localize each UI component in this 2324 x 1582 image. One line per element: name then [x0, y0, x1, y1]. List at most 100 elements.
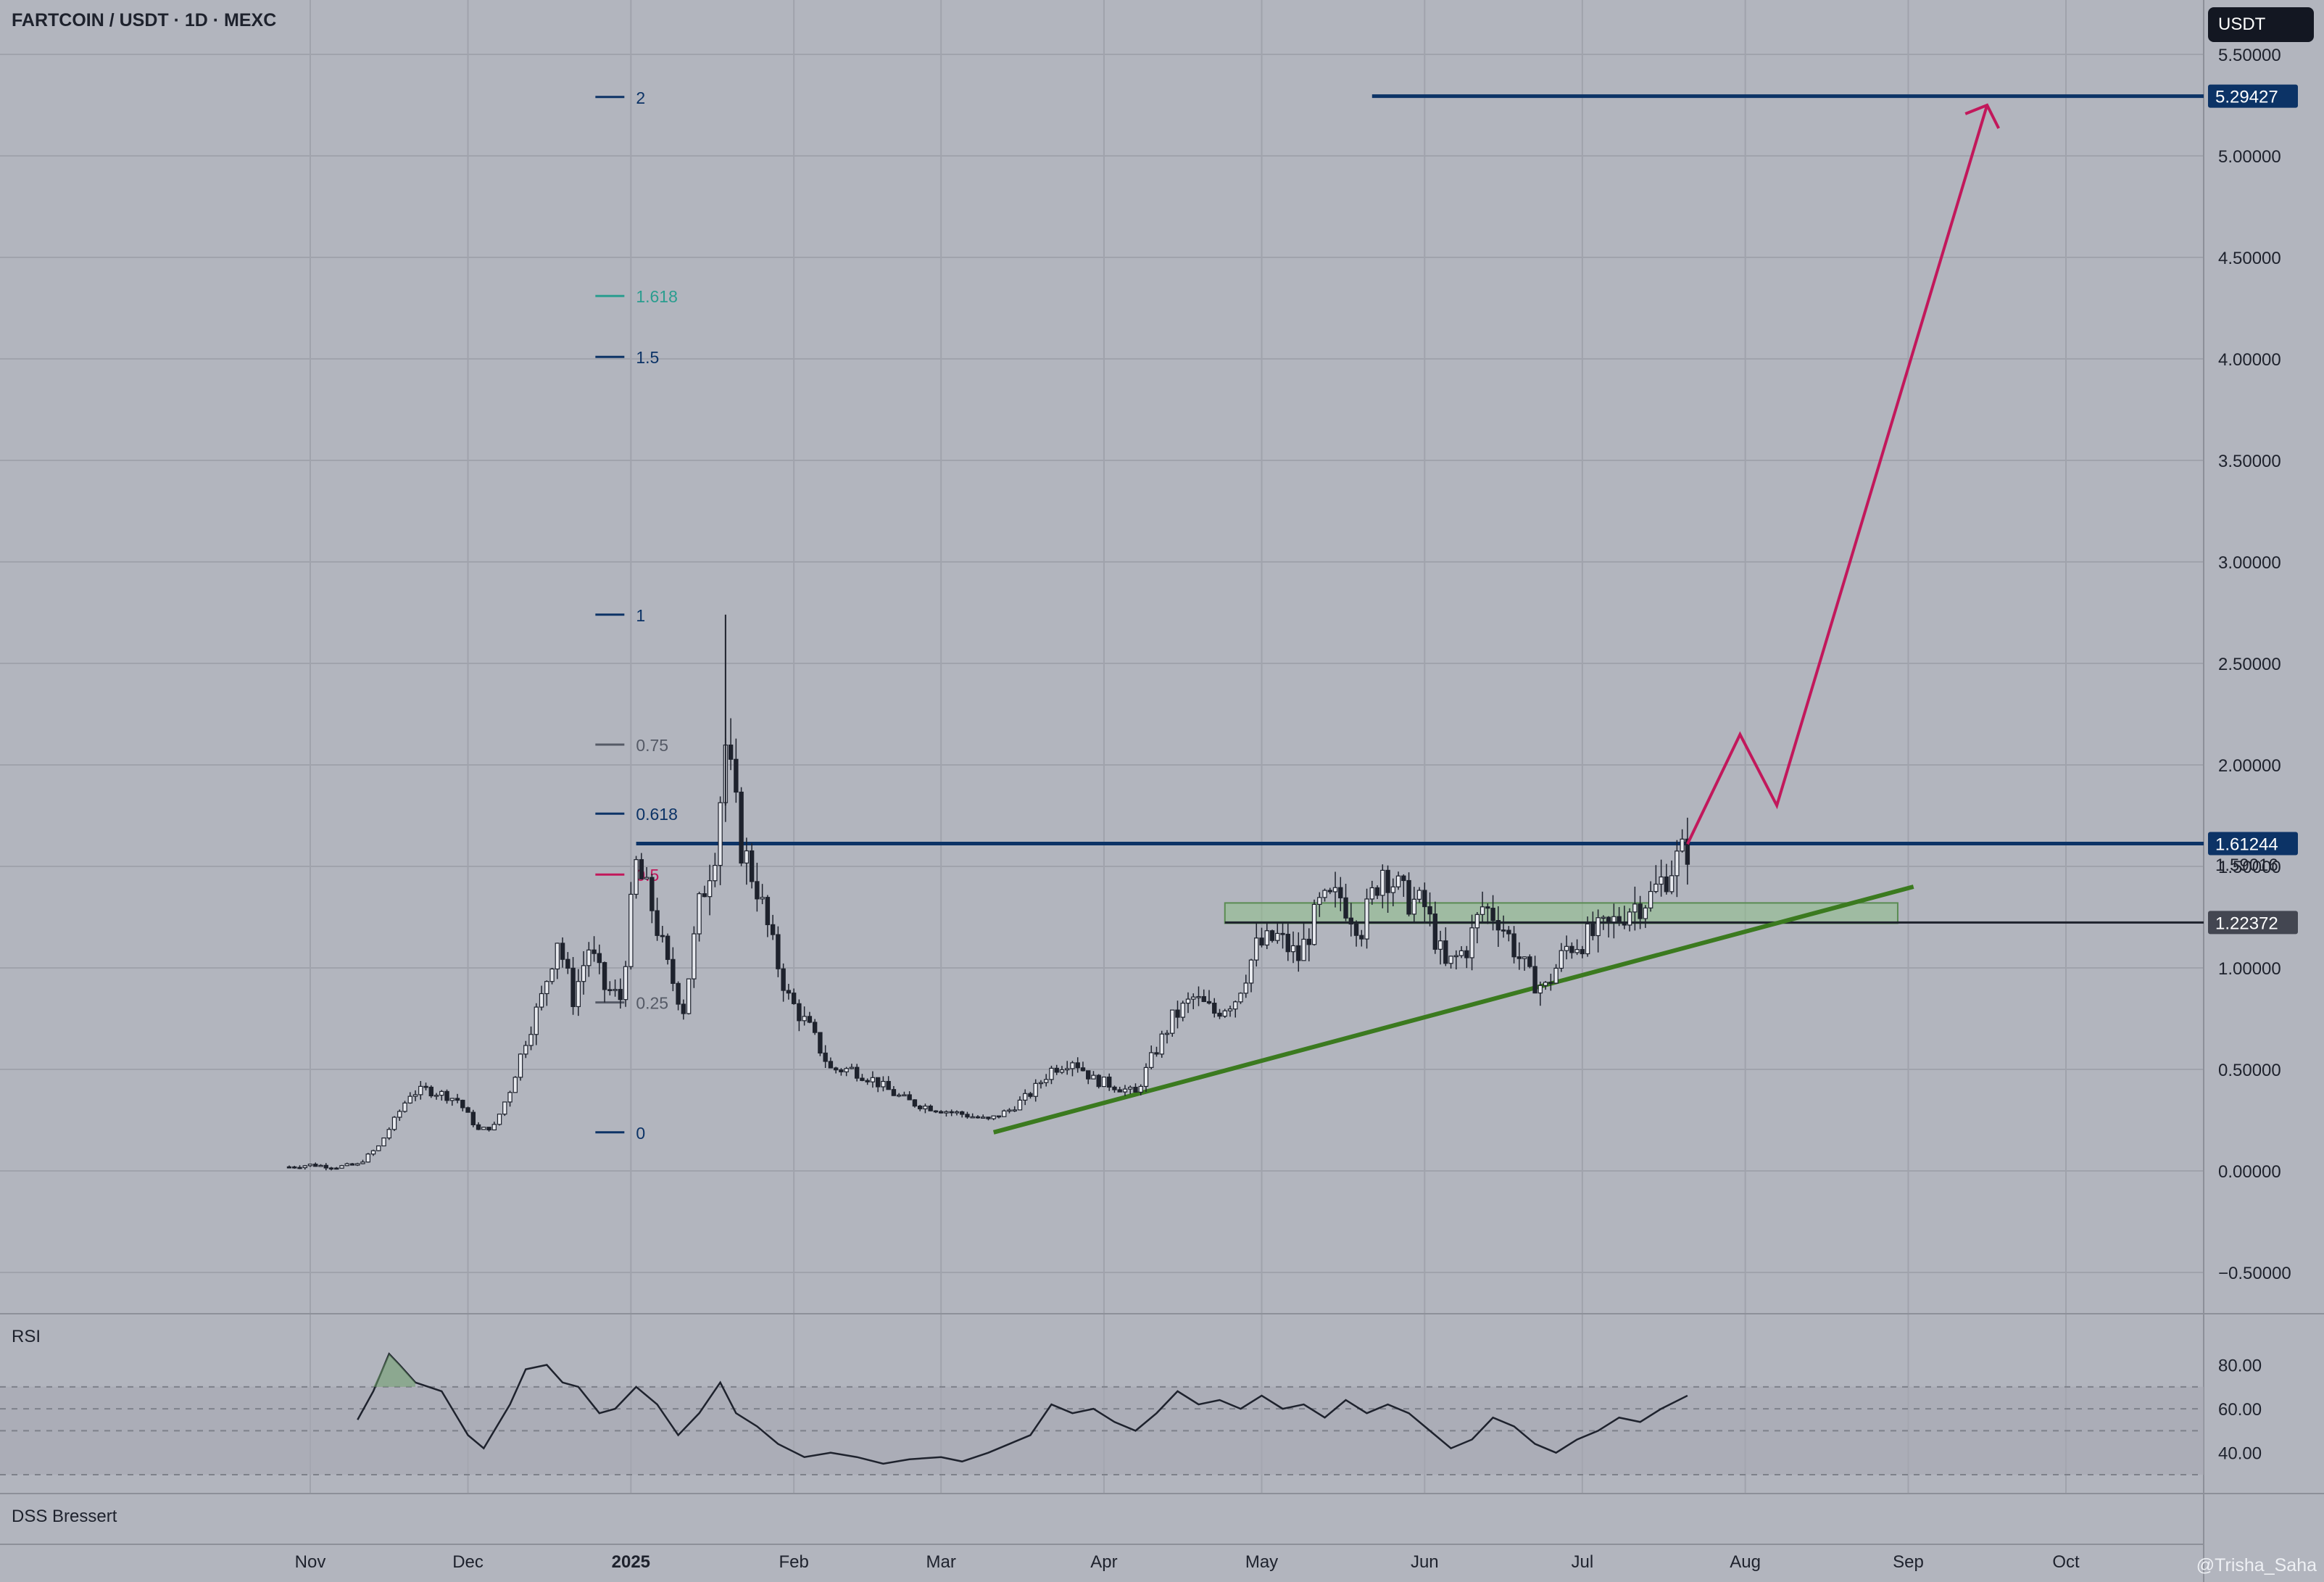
price-axis-tick: 1.50000 — [2218, 858, 2281, 877]
candle-down — [1107, 1076, 1112, 1088]
candle-down — [470, 1111, 476, 1125]
candle-down — [665, 935, 671, 960]
candle-up — [491, 1124, 497, 1131]
candle-up — [1627, 911, 1632, 926]
candle-up — [407, 1096, 412, 1103]
candle-down — [1080, 1067, 1086, 1072]
candle-down — [428, 1086, 433, 1097]
candle-up — [439, 1090, 444, 1096]
time-axis-label: Aug — [1730, 1552, 1761, 1572]
watermark: @Trisha_Saha — [2196, 1555, 2317, 1575]
candle-up — [1227, 1009, 1233, 1011]
candle-down — [1511, 933, 1516, 958]
projection-path — [1686, 104, 1989, 845]
price-badge — [2208, 911, 2298, 935]
time-axis-label: Nov — [295, 1552, 326, 1572]
candle-up — [1196, 995, 1201, 998]
candle-down — [570, 967, 576, 1007]
candle-up — [1611, 916, 1617, 923]
candle-down — [1338, 887, 1343, 898]
candle-up — [1469, 927, 1474, 958]
candle-down — [786, 990, 792, 994]
price-axis-tick: 4.50000 — [2218, 249, 2281, 268]
candle-down — [818, 1032, 823, 1054]
candle-up — [634, 859, 639, 895]
candle-up — [1191, 996, 1196, 1000]
candle-up — [1275, 932, 1280, 941]
candles — [286, 614, 1690, 1171]
candle-up — [1574, 949, 1580, 953]
candle-up — [518, 1053, 523, 1078]
candle-up — [613, 989, 618, 991]
candle-up — [1632, 903, 1638, 913]
candle-up — [1164, 1032, 1170, 1035]
candle-down — [455, 1098, 460, 1101]
candle-down — [1306, 938, 1311, 945]
candle-down — [1117, 1089, 1122, 1093]
candle-up — [1380, 869, 1385, 896]
last-price-label: 1.59016 — [2215, 856, 2278, 875]
candle-down — [1664, 876, 1669, 893]
price-axis-tick: 3.00000 — [2218, 553, 2281, 573]
candle-down — [959, 1111, 965, 1115]
currency-button[interactable]: USDT — [2208, 7, 2314, 42]
candle-up — [1537, 985, 1543, 994]
candle-up — [586, 949, 592, 966]
candle-down — [949, 1111, 954, 1114]
candle-up — [1290, 945, 1296, 953]
candle-up — [1222, 1010, 1227, 1017]
candle-up — [576, 981, 581, 1007]
rsi-line — [357, 1352, 1688, 1465]
candle-down — [1154, 1052, 1159, 1055]
candle-down — [1054, 1067, 1059, 1073]
price-axis-tick: 0.50000 — [2218, 1061, 2281, 1080]
candle-up — [1585, 923, 1590, 955]
candle-down — [1327, 890, 1332, 893]
candle-down — [639, 859, 644, 879]
candle-down — [728, 744, 734, 760]
candle-down — [1516, 956, 1522, 959]
candle-up — [1453, 955, 1459, 958]
candle-down — [1617, 916, 1622, 923]
fib-level-label: 2 — [636, 88, 645, 107]
candle-down — [465, 1107, 470, 1113]
candle-up — [991, 1115, 996, 1119]
candle-up — [534, 1006, 539, 1035]
candle-up — [512, 1077, 518, 1093]
candle-up — [507, 1092, 512, 1103]
candle-down — [1495, 920, 1501, 931]
candle-down — [1096, 1074, 1101, 1088]
candle-down — [1374, 887, 1380, 896]
candle-down — [1685, 838, 1690, 865]
candle-up — [896, 1094, 902, 1097]
candle-up — [1437, 940, 1443, 950]
candle-up — [686, 978, 692, 1014]
candle-down — [1353, 923, 1359, 936]
candle-up — [412, 1094, 418, 1097]
candle-up — [581, 965, 586, 982]
candle-up — [1264, 930, 1269, 946]
candle-up — [1448, 956, 1453, 964]
time-axis-label: 2025 — [612, 1552, 650, 1572]
candle-up — [1038, 1082, 1044, 1085]
candle-up — [980, 1117, 986, 1119]
candle-up — [481, 1127, 486, 1130]
candle-down — [1432, 914, 1438, 950]
candle-up — [1553, 967, 1559, 984]
candle-down — [486, 1127, 491, 1131]
candle-up — [697, 893, 702, 935]
candle-down — [1359, 935, 1364, 940]
candle-up — [418, 1085, 423, 1096]
candle-down — [1427, 906, 1432, 915]
candle-up — [307, 1164, 313, 1167]
candle-down — [917, 1105, 923, 1109]
candle-up — [1017, 1099, 1023, 1111]
candle-up — [1601, 916, 1606, 919]
candle-up — [1101, 1076, 1107, 1088]
candle-down — [1590, 923, 1595, 937]
candle-down — [1285, 933, 1290, 953]
candle-down — [1296, 945, 1301, 961]
candle-up — [544, 981, 549, 995]
candle-up — [1301, 938, 1306, 961]
candle-down — [1280, 932, 1285, 935]
